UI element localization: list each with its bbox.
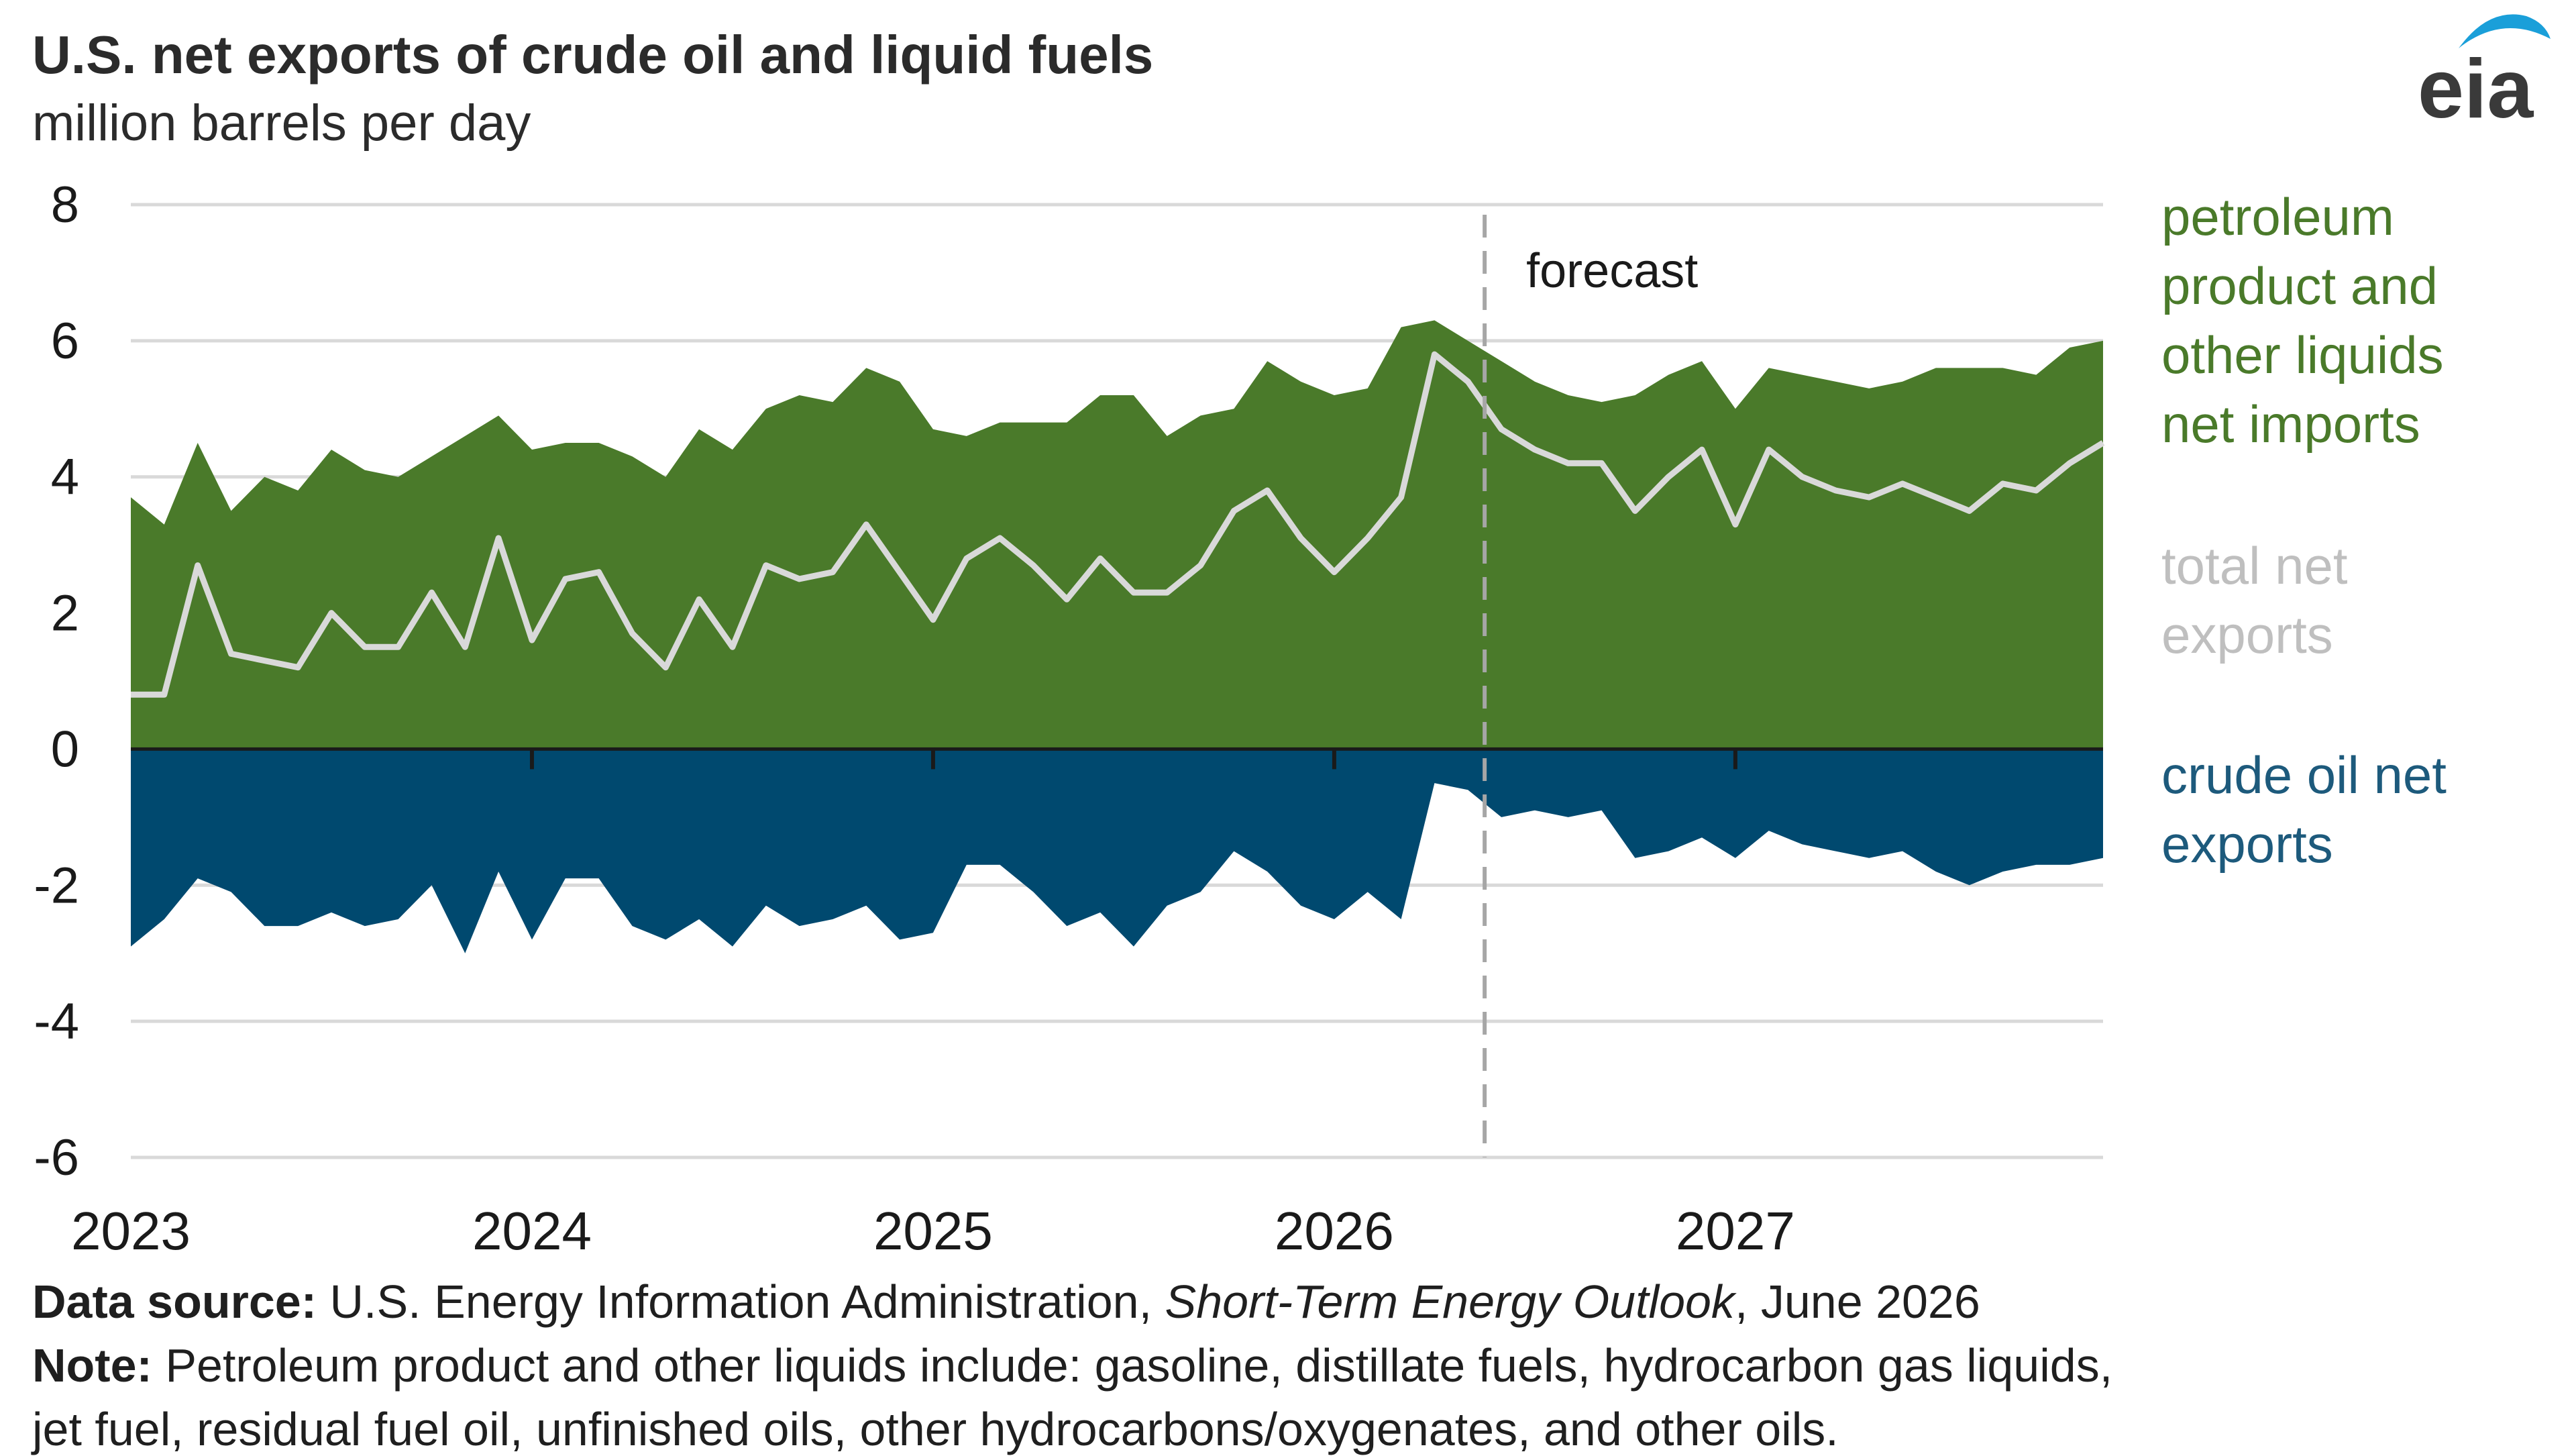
legend-label: net imports — [2161, 395, 2420, 454]
lines: forecast — [131, 215, 2105, 1157]
total-net-exports-line — [131, 351, 2105, 698]
legend-label: other liquids — [2161, 325, 2444, 384]
y-tick-label: -4 — [34, 993, 79, 1050]
crude-oil-net-exports-area — [131, 749, 2103, 953]
chart-title: U.S. net exports of crude oil and liquid… — [32, 25, 1154, 85]
x-tick-label: 2024 — [472, 1201, 592, 1261]
y-tick-label: 8 — [51, 176, 79, 233]
y-tick-label: 2 — [51, 585, 79, 642]
data-source-publication: Short-Term Energy Outlook — [1165, 1276, 1735, 1328]
data-source-label: Data source: — [32, 1276, 317, 1328]
legend-label: exports — [2161, 605, 2333, 664]
data-source-text: U.S. Energy Information Administration, — [317, 1276, 1165, 1328]
x-tick-label: 2025 — [873, 1201, 993, 1261]
note-text-2: jet fuel, residual fuel oil, unfinished … — [32, 1403, 1839, 1455]
eia-logo: eia — [2418, 14, 2551, 134]
note-line-2: jet fuel, residual fuel oil, unfinished … — [32, 1402, 1839, 1456]
chart: forecast 8 6 4 2 0 -2 -4 -6 2023 2024 2025 2026 2027… — [34, 176, 2447, 1261]
data-source-line: Data source: U.S. Energy Information Adm… — [32, 1275, 1980, 1329]
note-text: Petroleum product and other liquids incl… — [152, 1339, 2113, 1392]
y-tick-label: 4 — [51, 449, 79, 506]
x-tick-label: 2026 — [1275, 1201, 1394, 1261]
legend-label: total net — [2161, 536, 2348, 595]
x-tick-label: 2027 — [1676, 1201, 1795, 1261]
chart-subtitle: million barrels per day — [32, 95, 531, 152]
areas — [131, 320, 2103, 953]
legend: petroleum product and other liquids net imp… — [2161, 187, 2447, 874]
legend-label: crude oil net — [2161, 745, 2447, 804]
eia-logo-swoosh — [2459, 14, 2551, 49]
axes: 8 6 4 2 0 -2 -4 -6 2023 2024 2025 2026 2027 — [34, 176, 2103, 1261]
legend-label: exports — [2161, 815, 2333, 874]
legend-label: product and — [2161, 256, 2438, 315]
legend-label: petroleum — [2161, 187, 2394, 246]
data-source-date: , June 2026 — [1734, 1276, 1980, 1328]
petroleum-net-imports-area — [131, 320, 2103, 749]
y-tick-label: 6 — [51, 313, 79, 370]
y-tick-label: 0 — [51, 721, 79, 778]
x-tick-label: 2023 — [71, 1201, 191, 1261]
y-tick-label: -2 — [34, 857, 79, 914]
y-tick-label: -6 — [34, 1129, 79, 1186]
note-label: Note: — [32, 1339, 152, 1392]
forecast-label: forecast — [1526, 244, 1698, 298]
note-line: Note: Petroleum product and other liquid… — [32, 1339, 2112, 1392]
eia-logo-text: eia — [2418, 43, 2534, 134]
